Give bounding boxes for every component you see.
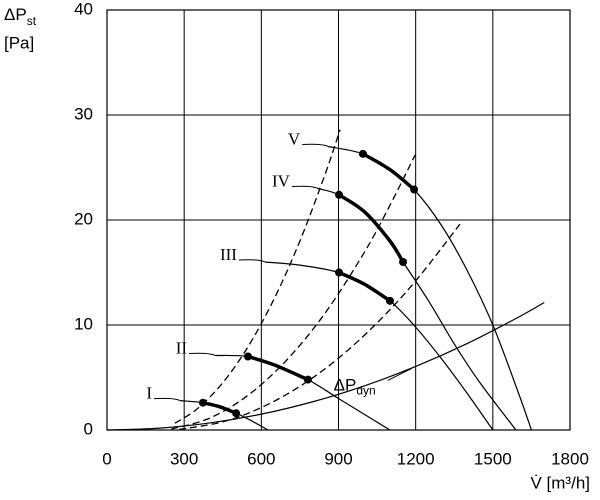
y-tick-label: 20 [74,209,93,228]
curve-label-leader [291,185,319,189]
dynamic-pressure-leader [387,368,412,381]
curve-label: III [220,245,237,264]
operating-range [338,193,405,263]
curve-label: V [288,129,301,148]
operating-point [243,352,252,361]
y-tick-label: 30 [74,104,93,123]
dynamic-pressure-label-sub: dyn [356,384,375,398]
dynamic-pressure-curve [106,302,545,431]
operating-point [335,190,344,199]
y-tick-label: 10 [74,314,93,333]
y-tick-label: 0 [84,419,93,438]
operating-point [358,149,367,158]
operating-range [247,354,309,382]
y-axis-title: ΔPst [4,5,37,28]
operating-point [303,375,312,384]
system-curve [174,129,341,424]
operating-range [362,152,416,191]
operating-point [410,185,419,194]
system-curve [171,154,416,430]
operating-point [385,296,394,305]
x-tick-label: 300 [170,449,198,468]
operating-point [335,268,344,277]
x-tick-label: 1500 [474,449,512,468]
y-axis-title-main: ΔP [4,5,27,24]
dynamic-pressure-label: ΔPdyn [334,376,376,398]
curve-label: II [176,338,188,357]
curve-label-leader [302,143,329,147]
operating-range [338,270,391,303]
operating-point [198,398,207,407]
plot-frame [106,9,571,431]
operating-range [202,400,237,415]
x-axis-title: V̇ [m³/h] [530,473,590,492]
curve-label-leader [154,397,181,402]
curve-label-leader [238,259,266,263]
operating-point [399,258,408,266]
curve-label: IV [272,171,291,190]
x-tick-label: 600 [247,449,275,468]
operating-point [232,409,241,418]
y-tick-label: 40 [74,0,93,18]
x-tick-label: 1200 [397,449,435,468]
x-tick-label: 900 [324,449,352,468]
x-tick-label: 0 [102,449,111,468]
curve-label-leader [189,352,216,356]
curve-label: I [146,384,152,403]
dynamic-pressure-label-main: ΔP [334,376,357,395]
y-axis-unit: [Pa] [4,33,34,52]
x-tick-label: 1800 [551,449,589,468]
y-axis-title-sub: st [27,14,37,28]
